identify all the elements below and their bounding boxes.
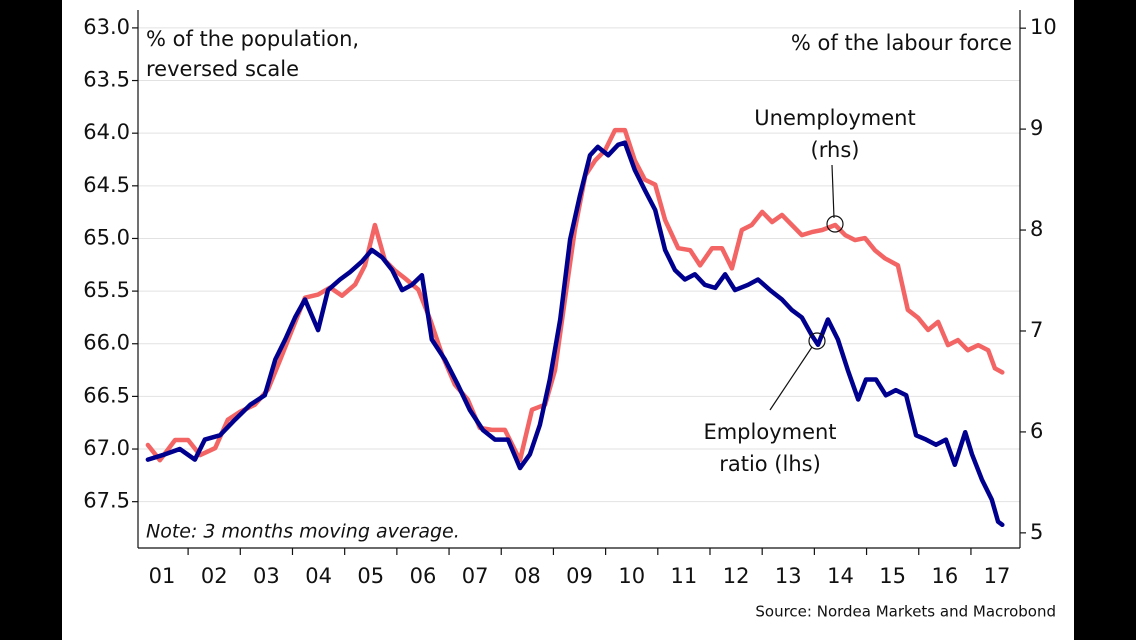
y-tick-label: 67.0: [83, 436, 130, 460]
annotation: Unemployment: [754, 106, 915, 130]
y-tick-label: 64.5: [83, 173, 130, 197]
x-tick-label: 02: [201, 564, 228, 588]
x-tick-label: 13: [775, 564, 802, 588]
x-tick-label: 15: [879, 564, 906, 588]
x-tick-label: 06: [410, 564, 437, 588]
x-tick-label: 16: [931, 564, 958, 588]
y-tick-label: 65.0: [83, 225, 130, 249]
right-axis-label: % of the labour force: [791, 31, 1012, 55]
x-tick-label: 07: [462, 564, 489, 588]
x-tick-label: 09: [566, 564, 593, 588]
series-line: [145, 140, 1005, 528]
annotation: (rhs): [811, 138, 860, 162]
series-line: [145, 127, 1005, 463]
x-tick-label: 17: [984, 564, 1011, 588]
y-tick-label: 65.5: [83, 278, 130, 302]
y-tick-label: 63.5: [83, 68, 130, 92]
y2-tick-label: 10: [1030, 15, 1057, 39]
x-tick-label: 03: [253, 564, 280, 588]
y-tick-label: 66.0: [83, 331, 130, 355]
note: Note: 3 months moving average.: [146, 521, 460, 543]
y2-tick-label: 9: [1030, 116, 1043, 140]
grid: [138, 27, 1020, 503]
y-tick-label: 64.0: [83, 120, 130, 144]
x-tick-label: 11: [671, 564, 698, 588]
y2-tick-label: 7: [1030, 318, 1043, 342]
source: Source: Nordea Markets and Macrobond: [755, 603, 1056, 621]
x-tick-label: 12: [723, 564, 750, 588]
x-tick-label: 10: [618, 564, 645, 588]
y2-tick-label: 5: [1030, 520, 1043, 544]
y-tick-label: 63.0: [83, 15, 130, 39]
left-axis-label: reversed scale: [146, 57, 299, 81]
annotation-pointer: [831, 164, 835, 219]
panel: [62, 0, 1074, 640]
y2-tick-label: 6: [1030, 419, 1043, 443]
x-tick-label: 14: [827, 564, 854, 588]
y2-tick-label: 8: [1030, 217, 1043, 241]
left-axis-label: % of the population,: [146, 27, 359, 51]
y-tick-label: 66.5: [83, 383, 130, 407]
x-tick-label: 01: [149, 564, 176, 588]
x-tick-label: 08: [514, 564, 541, 588]
annotation: ratio (lhs): [719, 452, 821, 476]
annotation-marker: [826, 215, 844, 233]
annotation: Employment: [703, 420, 836, 444]
x-tick-label: 05: [357, 564, 384, 588]
x-tick-label: 04: [305, 564, 332, 588]
y-tick-label: 67.5: [83, 489, 130, 513]
annotation-pointer: [769, 346, 813, 411]
annotation-marker: [808, 332, 826, 350]
